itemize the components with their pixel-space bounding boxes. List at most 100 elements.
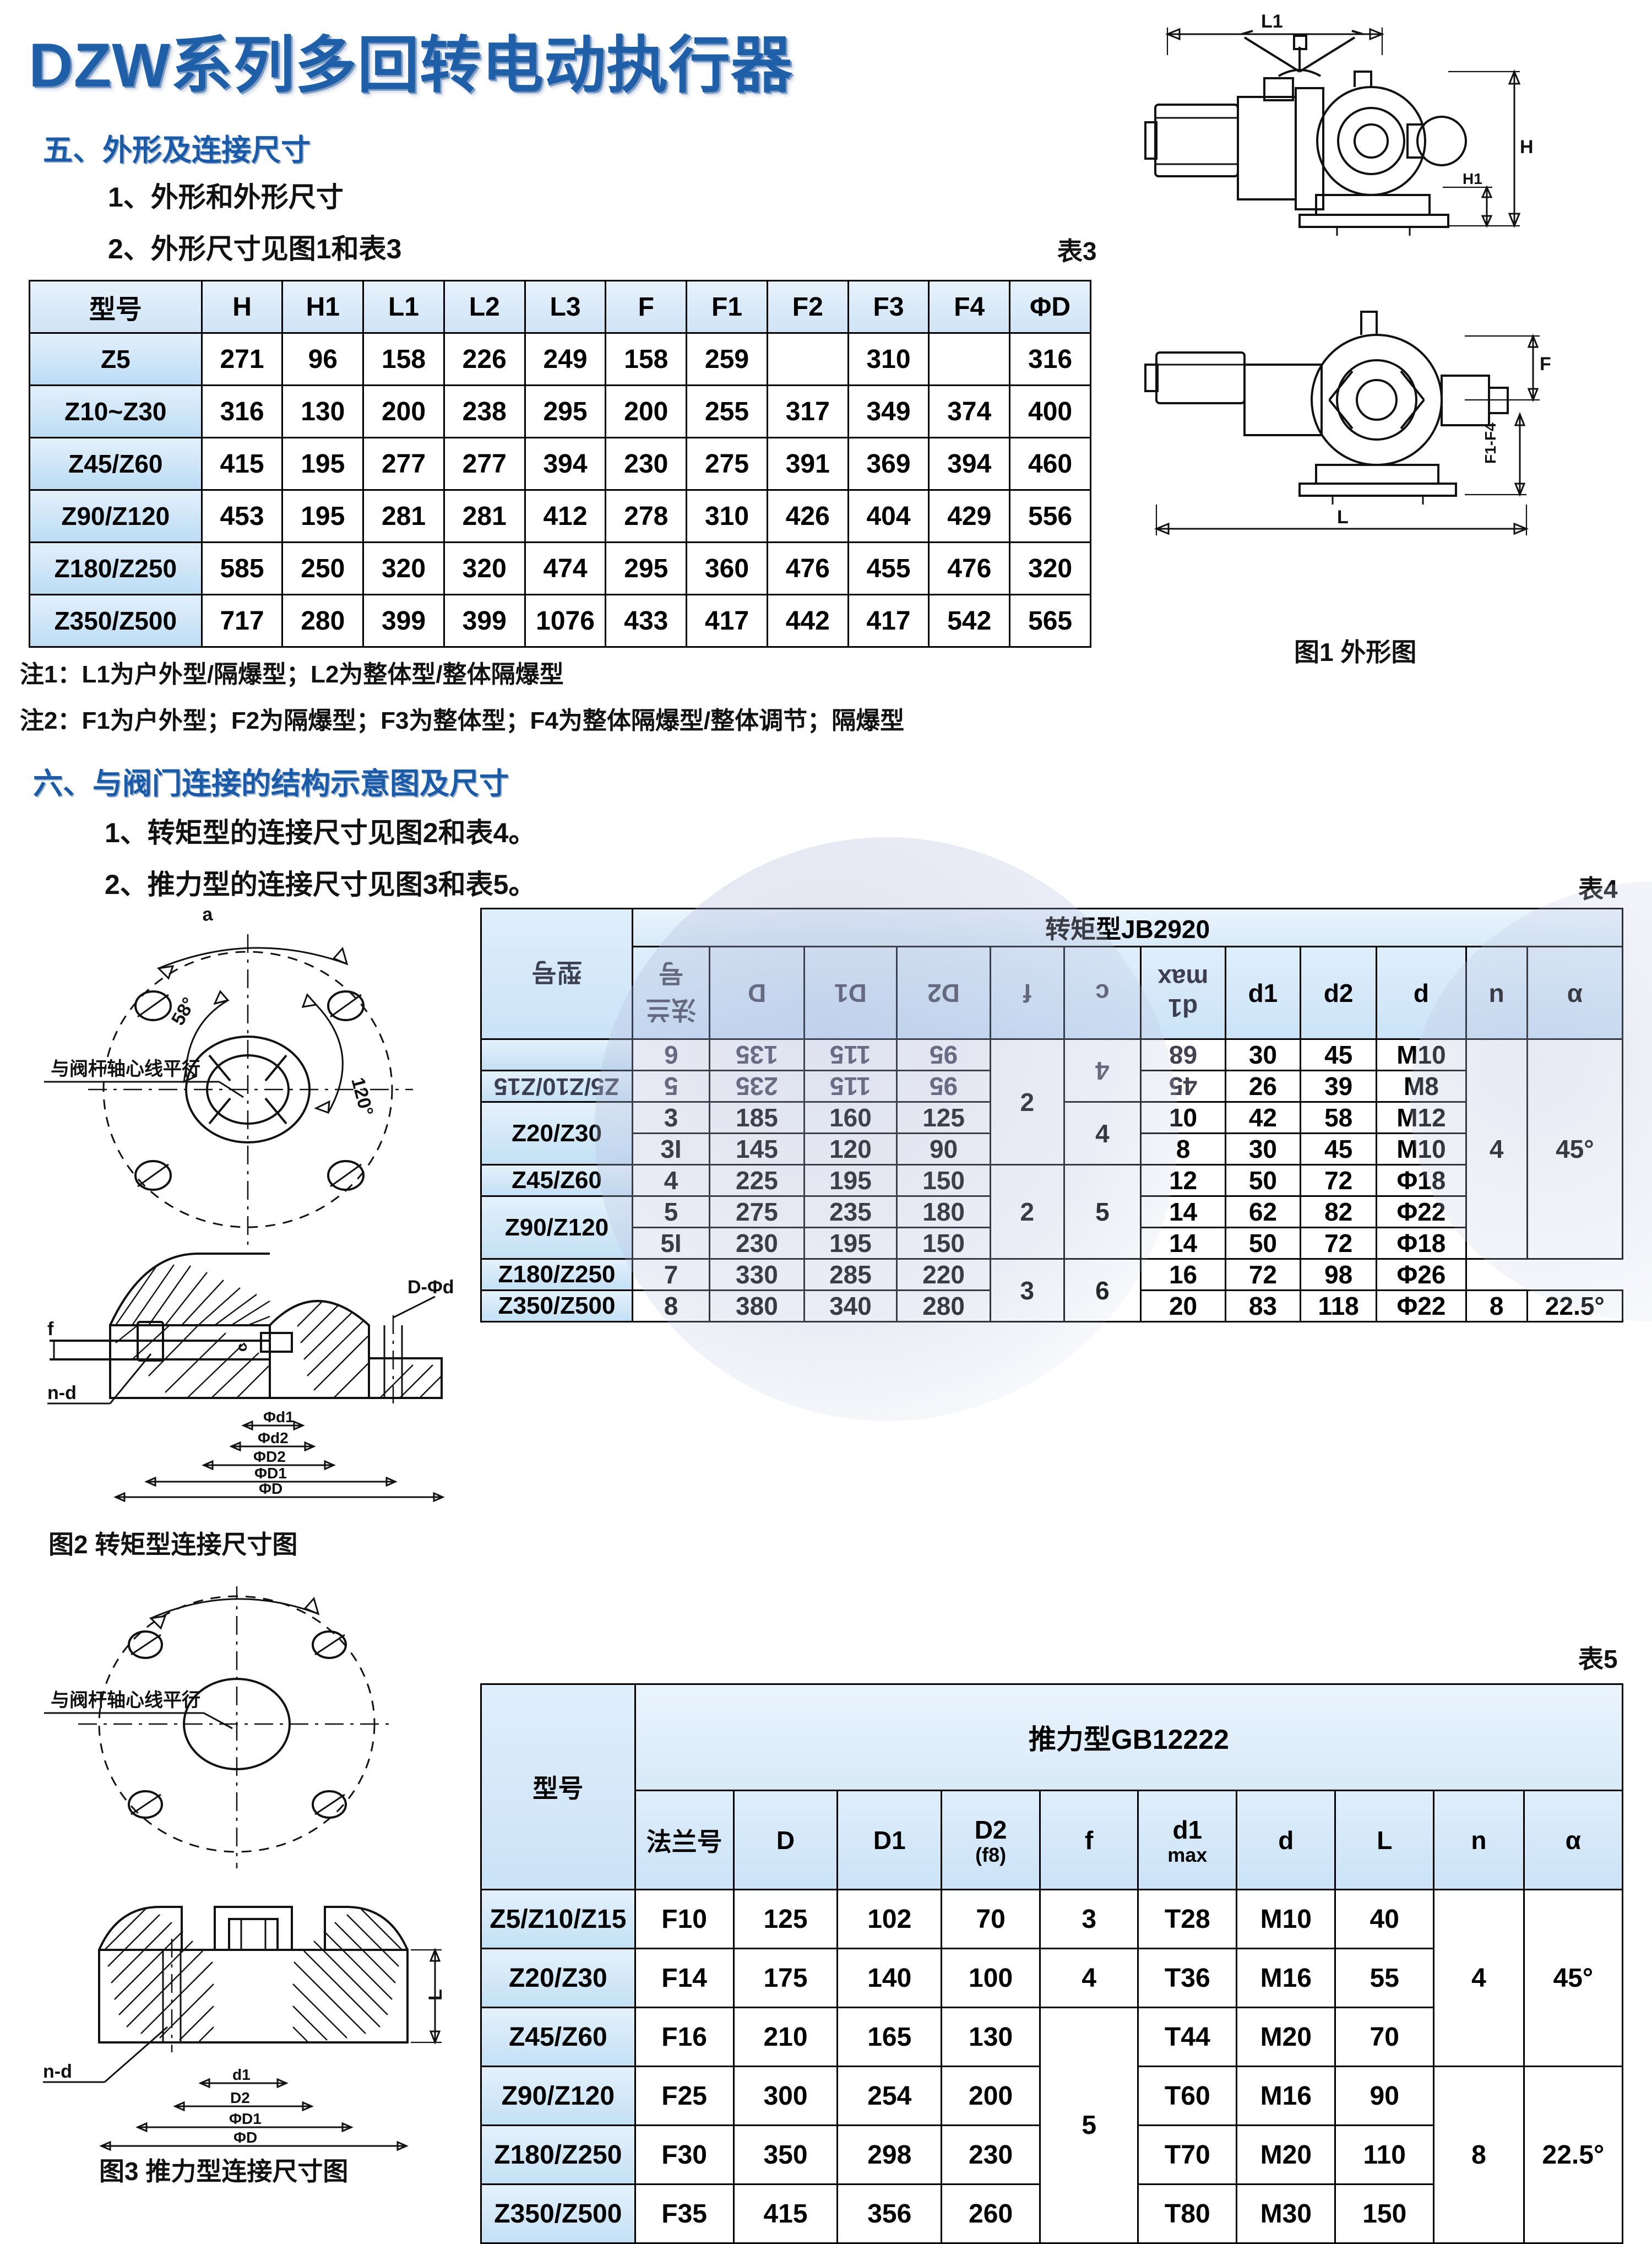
table3-value-cell: 374 bbox=[928, 384, 1011, 438]
table5-d1max-cell: T44 bbox=[1137, 2007, 1238, 2067]
table3-value-cell: 281 bbox=[443, 489, 526, 543]
table4-d2-cell: 72 bbox=[1300, 1227, 1378, 1260]
table4-d1max-cell: 16 bbox=[1140, 1258, 1226, 1291]
table5-D1-cell: 356 bbox=[836, 2183, 943, 2244]
table3-value-cell: 295 bbox=[605, 541, 688, 595]
svg-text:ΦD1: ΦD1 bbox=[254, 1465, 287, 1482]
table3-value-cell: 717 bbox=[200, 594, 284, 648]
table3-col-L1: L1 bbox=[362, 280, 445, 334]
table5-model-cell: Z350/Z500 bbox=[480, 2183, 636, 2244]
table4-D1-cell: 285 bbox=[803, 1258, 898, 1291]
table-row: Z5/Z10/Z15 5 235 115 95 45 26 39 M8 bbox=[480, 1070, 1623, 1103]
figure1-drawing: L1 H H1 bbox=[1134, 6, 1641, 622]
table5-model-cell: Z180/Z250 bbox=[480, 2124, 636, 2185]
table5-d-cell: M16 bbox=[1236, 2066, 1336, 2126]
table3-value-cell: 255 bbox=[686, 384, 768, 438]
table3-value-cell: 433 bbox=[605, 594, 688, 648]
table-row: Z350/Z500 717 280 399 399 1076 433 417 442 417 542… bbox=[29, 594, 1091, 648]
figure2-caption: 图2 转矩型连接尺寸图 bbox=[48, 1530, 298, 1559]
table4-d2-cell: 58 bbox=[1300, 1101, 1378, 1134]
table4-d2-cell: 39 bbox=[1300, 1070, 1378, 1103]
table3-col-L2: L2 bbox=[443, 280, 526, 334]
table5-D2-cell: 130 bbox=[941, 2007, 1041, 2067]
table5-header-row: 法兰号 D D1 D2 (f8) f d1 max d L n α bbox=[481, 1790, 1624, 1890]
table5-alpha-cell-group2: 22.5° bbox=[1523, 2066, 1624, 2244]
table3-col-F1: F1 bbox=[686, 280, 768, 334]
table4-d2-cell: 72 bbox=[1300, 1164, 1378, 1197]
table4-D-cell: 330 bbox=[709, 1258, 805, 1291]
table4-d1max-cell: 10 bbox=[1140, 1101, 1226, 1134]
table4-D1-cell: 235 bbox=[803, 1195, 898, 1228]
table4-col-n: n bbox=[1465, 946, 1528, 1040]
table4-d1max-cell: 45 bbox=[1140, 1070, 1226, 1103]
table3-value-cell bbox=[928, 332, 1011, 386]
svg-text:n-d: n-d bbox=[47, 1383, 77, 1403]
svg-text:L: L bbox=[1337, 507, 1349, 528]
figure3-caption: 图3 推力型连接尺寸图 bbox=[99, 2157, 349, 2186]
table3-value-cell: 280 bbox=[281, 594, 365, 648]
table4-model-cell bbox=[480, 1038, 634, 1071]
table5-D-cell: 350 bbox=[732, 2124, 839, 2185]
svg-text:c: c bbox=[233, 1343, 250, 1352]
table5-model-cell: Z90/Z120 bbox=[480, 2066, 636, 2126]
table3-value-cell: 271 bbox=[200, 332, 284, 386]
table5-d-cell: M10 bbox=[1236, 1889, 1336, 1949]
table4-d1-cell: 30 bbox=[1224, 1132, 1302, 1166]
section-six-item2: 2、推力型的连接尺寸见图3和表5。 bbox=[105, 869, 536, 900]
svg-text:ΦD2: ΦD2 bbox=[253, 1448, 286, 1465]
table3-col-F: F bbox=[605, 280, 688, 334]
table4-n-cell-group2: 8 bbox=[1465, 1289, 1528, 1322]
table5-col-D: D bbox=[732, 1790, 839, 1890]
table-row: Z180/Z250 7 330 285 220 3 6 16 72 98 Φ26 bbox=[480, 1258, 1623, 1322]
table3-value-cell: 429 bbox=[928, 489, 1011, 543]
table4-model-cell: Z5/Z10/Z15 bbox=[480, 1070, 634, 1103]
table3-value-cell: 320 bbox=[1009, 541, 1091, 595]
table3-value-cell: 277 bbox=[443, 437, 526, 491]
table4-flange-cell: 3I bbox=[632, 1132, 711, 1166]
table3-model-cell: Z180/Z250 bbox=[29, 541, 203, 595]
table4-model-cell: Z350/Z500 bbox=[480, 1289, 634, 1322]
svg-text:H1: H1 bbox=[1463, 170, 1482, 187]
table4-d2-cell: 82 bbox=[1300, 1195, 1378, 1228]
table4-d1max-cell: 8 bbox=[1140, 1132, 1226, 1166]
section-six-item1: 1、转矩型的连接尺寸见图2和表4。 bbox=[105, 817, 536, 848]
table3-value-cell: 400 bbox=[1009, 384, 1091, 438]
table3-model-cell: Z45/Z60 bbox=[29, 437, 203, 491]
table3-value-cell: 316 bbox=[1009, 332, 1091, 386]
table3-value-cell: 226 bbox=[443, 332, 526, 386]
table3-value-cell: 453 bbox=[200, 489, 284, 543]
table4-D-cell: 275 bbox=[709, 1195, 805, 1228]
table5-L-cell: 90 bbox=[1334, 2066, 1435, 2126]
table5-L-cell: 150 bbox=[1334, 2183, 1435, 2244]
table3-value-cell: 281 bbox=[362, 489, 445, 543]
table3-header-row: 型号 H H1 L1 L2 L3 F F1 F2 F3 F4 ΦD bbox=[29, 280, 1091, 334]
table4-caption: 表4 bbox=[1578, 875, 1618, 903]
table3-value-cell: 417 bbox=[847, 594, 930, 648]
svg-text:D2: D2 bbox=[230, 2089, 250, 2106]
svg-text:Φd2: Φd2 bbox=[258, 1429, 289, 1446]
table-row: Z90/Z120 5 275 235 180 14 62 82 Φ22 bbox=[480, 1195, 1623, 1260]
table-row: 5I 230 195 150 14 50 72 Φ18 bbox=[481, 1227, 1623, 1260]
table4-flange-cell: 7 bbox=[632, 1258, 711, 1291]
table4-model-cell: Z90/Z120 bbox=[480, 1195, 634, 1260]
table5-model-cell: Z45/Z60 bbox=[480, 2007, 636, 2067]
table5-flange-cell: F30 bbox=[634, 2124, 735, 2185]
table4-d1-cell: 62 bbox=[1224, 1195, 1302, 1228]
table3-value-cell: 394 bbox=[928, 437, 1011, 491]
table5-caption: 表5 bbox=[1578, 1645, 1618, 1673]
svg-text:与阀杆轴心线平行: 与阀杆轴心线平行 bbox=[51, 1690, 200, 1711]
table5-col-D2: D2 (f8) bbox=[941, 1790, 1041, 1890]
table3-value-cell: 460 bbox=[1009, 437, 1091, 491]
thrust-connection-table: 型号 推力型GB12222 法兰号 D D1 D2 (f8) f d1 max … bbox=[480, 1683, 1624, 2244]
table3-value-cell: 391 bbox=[766, 437, 849, 491]
table4-group-title: 转矩型JB2920 bbox=[632, 908, 1623, 947]
table4-flange-cell: 5 bbox=[632, 1195, 711, 1228]
table5-D1-cell: 140 bbox=[836, 1948, 943, 2008]
table3-value-cell: 277 bbox=[362, 437, 445, 491]
table3-col-model: 型号 bbox=[29, 280, 203, 334]
table5-n-cell-group2: 8 bbox=[1433, 2066, 1525, 2244]
table3-value-cell: 585 bbox=[200, 541, 284, 595]
table4-D2-cell: 220 bbox=[896, 1258, 992, 1291]
table-row: Z45/Z60 F16 210 165 130 5 T44 M20 70 bbox=[480, 2007, 1623, 2244]
figure3-drawing: a 与阀杆轴心线平行 bbox=[28, 1586, 468, 2154]
